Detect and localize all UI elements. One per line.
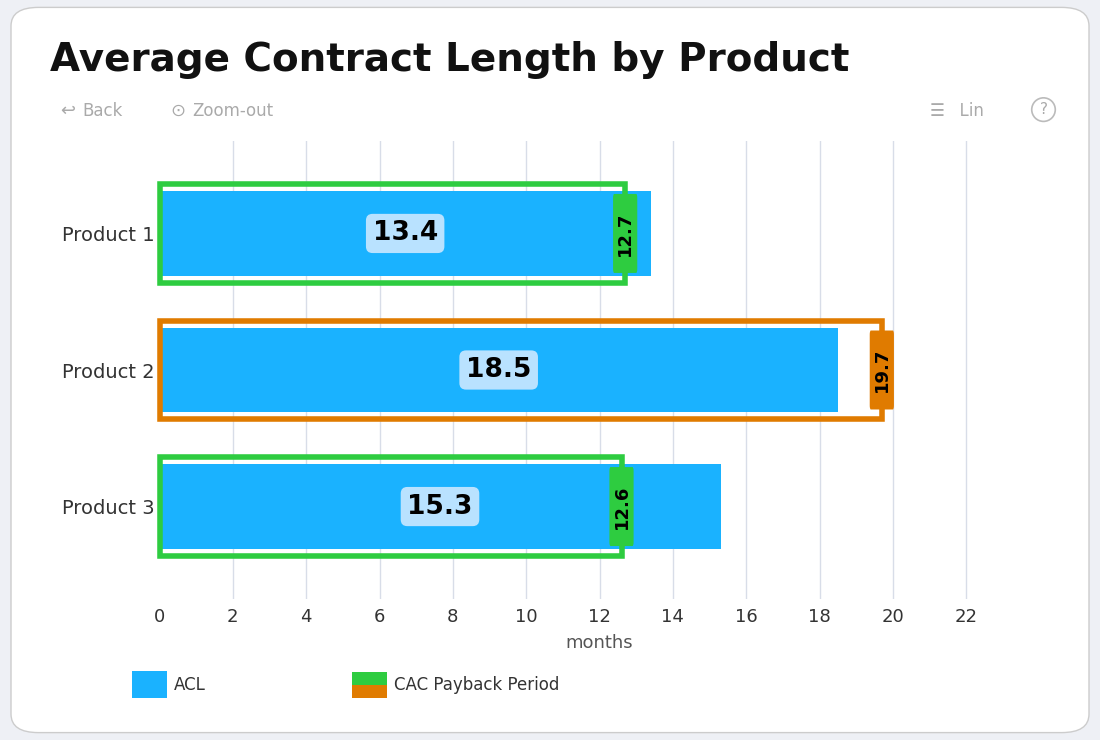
Text: Back: Back: [82, 102, 123, 120]
Bar: [160, 321, 882, 419]
Text: 13.4: 13.4: [373, 221, 438, 246]
Bar: [160, 464, 720, 549]
Text: ⊙: ⊙: [170, 102, 186, 120]
Bar: [160, 328, 838, 412]
FancyBboxPatch shape: [613, 194, 637, 273]
FancyBboxPatch shape: [609, 467, 634, 546]
Text: 15.3: 15.3: [407, 494, 473, 519]
Text: Average Contract Length by Product: Average Contract Length by Product: [50, 41, 849, 78]
Text: Lin: Lin: [949, 102, 984, 120]
Text: 12.6: 12.6: [613, 485, 630, 529]
Text: ↩: ↩: [60, 102, 76, 120]
FancyBboxPatch shape: [870, 331, 894, 409]
Text: Zoom-out: Zoom-out: [192, 102, 274, 120]
Bar: [160, 184, 625, 283]
Text: ☰: ☰: [930, 102, 945, 120]
Bar: [160, 191, 651, 276]
Text: ?: ?: [1040, 102, 1047, 117]
Bar: [160, 457, 622, 556]
Text: 12.7: 12.7: [616, 211, 635, 255]
Text: CAC Payback Period: CAC Payback Period: [394, 676, 559, 693]
Text: 18.5: 18.5: [466, 357, 531, 383]
Text: 19.7: 19.7: [872, 348, 891, 392]
Text: ACL: ACL: [174, 676, 206, 693]
X-axis label: months: months: [565, 634, 634, 652]
